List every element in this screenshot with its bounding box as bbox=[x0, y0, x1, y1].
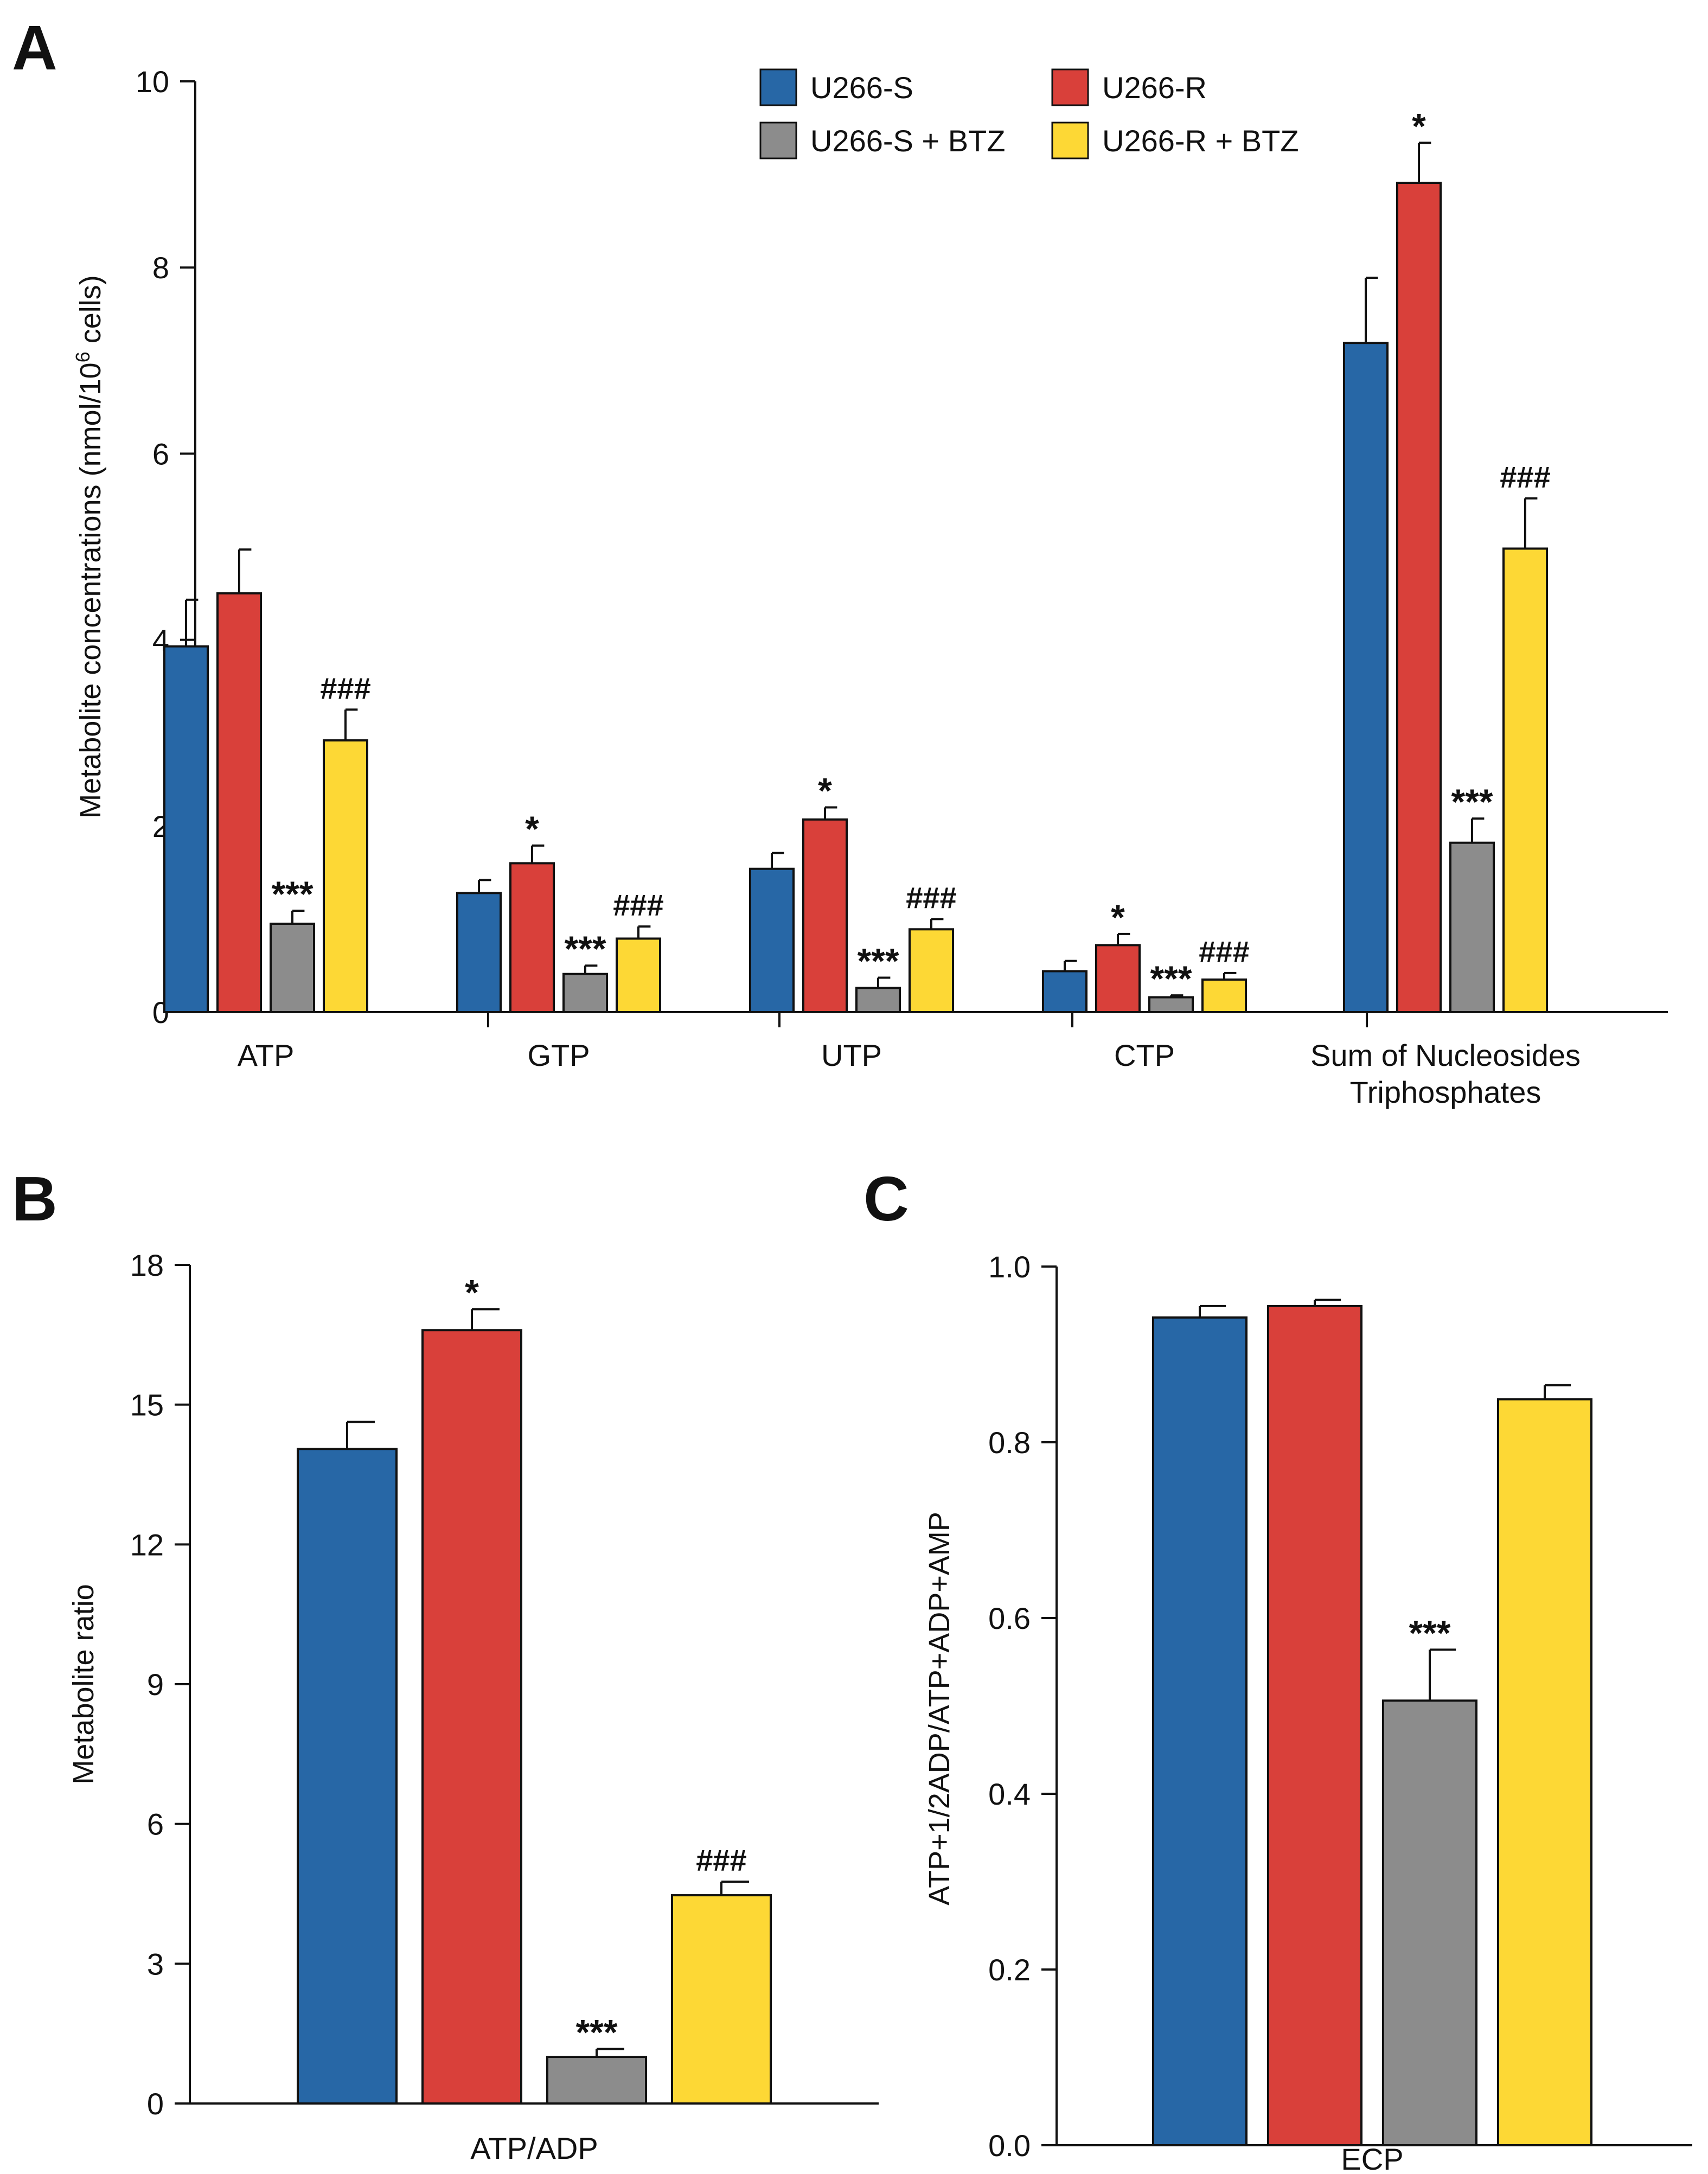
bar bbox=[1042, 970, 1088, 1013]
bar bbox=[1267, 1305, 1362, 2146]
y-tick-label: 0.6 bbox=[988, 1601, 1031, 1635]
significance-label: *** bbox=[857, 941, 899, 981]
y-tick-label: 3 bbox=[147, 1947, 164, 1981]
significance-label: ### bbox=[1500, 460, 1550, 494]
panel-a-letter: A bbox=[12, 12, 57, 83]
significance-label: *** bbox=[271, 874, 313, 914]
significance-label: ### bbox=[320, 671, 370, 705]
bar bbox=[297, 1448, 398, 2105]
bar bbox=[1201, 978, 1247, 1013]
category-label: Sum of Nucleosides bbox=[1310, 1038, 1581, 1072]
y-axis-title: Metabolite concentrations (nmol/106 cell… bbox=[72, 275, 107, 819]
y-tick-label: 0.8 bbox=[988, 1425, 1031, 1460]
significance-label: ### bbox=[1199, 935, 1249, 969]
panel-b-letter: B bbox=[12, 1163, 57, 1234]
significance-label: * bbox=[465, 1273, 479, 1313]
significance-label: *** bbox=[1150, 958, 1192, 999]
bar bbox=[1396, 182, 1442, 1014]
bar bbox=[216, 592, 262, 1014]
y-tick-label: 18 bbox=[130, 1248, 164, 1282]
legend-swatch bbox=[759, 122, 797, 159]
bar bbox=[163, 645, 209, 1014]
bar bbox=[421, 1329, 522, 2105]
significance-label: *** bbox=[564, 929, 606, 969]
y-tick-label: 0 bbox=[147, 2087, 164, 2121]
bar bbox=[909, 928, 954, 1013]
y-axis-title-superscript: 6 bbox=[72, 351, 94, 362]
legend-swatch bbox=[1051, 122, 1089, 159]
category-label: ATP bbox=[238, 1038, 295, 1072]
panel-c-letter: C bbox=[863, 1163, 909, 1234]
category-label: CTP bbox=[1114, 1038, 1175, 1072]
category-label: UTP bbox=[821, 1038, 882, 1072]
significance-label: * bbox=[525, 809, 539, 849]
y-axis-title-part: cells) bbox=[74, 275, 107, 351]
category-label: Triphosphates bbox=[1350, 1075, 1541, 1109]
y-axis-title: Metabolite ratio bbox=[67, 1584, 100, 1784]
y-tick-label: 6 bbox=[147, 1807, 164, 1841]
legend: U266-S U266-R U266-S + BTZ U266-R + BTZ bbox=[759, 68, 1299, 159]
category-label: ECP bbox=[1341, 2142, 1403, 2174]
y-axis-title-part: Metabolite concentrations (nmol/10 bbox=[74, 362, 107, 818]
bar bbox=[1343, 342, 1389, 1013]
significance-label: ### bbox=[696, 1843, 746, 1877]
bar bbox=[1449, 841, 1495, 1013]
y-tick-label: 6 bbox=[152, 437, 169, 471]
panel-c-chart: 0.0 0.2 0.4 0.6 0.8 1.0 ATP+1/2ADP/ATP+ADP+AMP… bbox=[923, 1250, 1692, 2174]
bar bbox=[802, 818, 848, 1013]
bar bbox=[1382, 1699, 1477, 2146]
y-tick-label: 8 bbox=[152, 251, 169, 285]
significance-label: *** bbox=[1409, 1613, 1450, 1653]
category-label: GTP bbox=[527, 1038, 590, 1072]
y-tick-label: 0.4 bbox=[988, 1777, 1031, 1811]
bar bbox=[1152, 1316, 1248, 2146]
y-tick-label: 12 bbox=[130, 1527, 164, 1562]
legend-label: U266-S bbox=[810, 71, 913, 105]
bar bbox=[270, 922, 315, 1013]
significance-label: * bbox=[1412, 106, 1426, 146]
y-tick-label: 0.0 bbox=[988, 2128, 1031, 2163]
bar bbox=[616, 937, 661, 1014]
y-tick-label: 10 bbox=[136, 65, 169, 99]
bar bbox=[456, 892, 502, 1014]
bar bbox=[1502, 547, 1548, 1013]
bar bbox=[562, 973, 608, 1014]
bar bbox=[1148, 996, 1194, 1013]
y-tick-label: 15 bbox=[130, 1388, 164, 1422]
legend-label: U266-S + BTZ bbox=[810, 124, 1005, 158]
bar bbox=[855, 987, 901, 1014]
significance-label: * bbox=[818, 770, 832, 810]
significance-label: *** bbox=[575, 2012, 617, 2052]
y-tick-label: 9 bbox=[147, 1667, 164, 1702]
bar bbox=[546, 2056, 647, 2105]
legend-label: U266-R + BTZ bbox=[1102, 124, 1299, 158]
bar bbox=[509, 862, 555, 1013]
legend-swatch bbox=[759, 68, 797, 106]
significance-label: ### bbox=[613, 888, 663, 922]
category-label: ATP/ADP bbox=[470, 2131, 598, 2165]
bar bbox=[749, 867, 795, 1013]
significance-label: ### bbox=[906, 880, 956, 915]
bar bbox=[671, 1894, 772, 2105]
y-axis-title: ATP+1/2ADP/ATP+ADP+AMP bbox=[923, 1512, 956, 1906]
y-tick-label: 0.2 bbox=[988, 1953, 1031, 1987]
legend-swatch bbox=[1051, 68, 1089, 106]
significance-label: * bbox=[1111, 897, 1125, 937]
bar bbox=[1497, 1398, 1592, 2147]
significance-label: *** bbox=[1451, 782, 1493, 822]
legend-label: U266-R bbox=[1102, 71, 1207, 105]
bar bbox=[1095, 944, 1141, 1013]
y-tick-label: 1.0 bbox=[988, 1250, 1031, 1284]
bar bbox=[323, 739, 368, 1013]
